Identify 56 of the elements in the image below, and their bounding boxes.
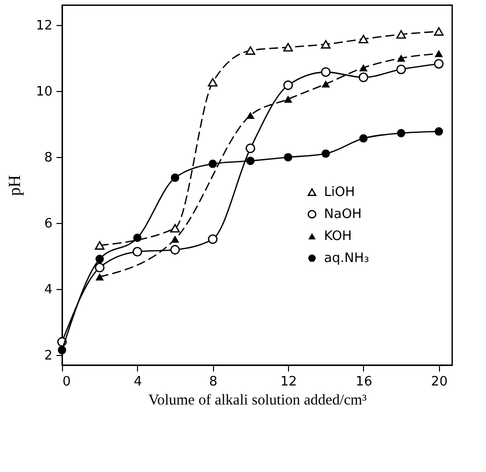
x-axis-title: Volume of alkali solution added/cm³ bbox=[148, 392, 368, 408]
point bbox=[434, 50, 443, 58]
x-tick-label: 12 bbox=[280, 374, 297, 390]
point bbox=[246, 46, 256, 55]
point bbox=[283, 80, 293, 90]
x-tick-label: 16 bbox=[356, 374, 372, 390]
point bbox=[208, 160, 217, 168]
point bbox=[322, 80, 330, 88]
point bbox=[170, 174, 180, 182]
y-axis-title: pH bbox=[4, 175, 24, 196]
point bbox=[208, 234, 218, 244]
y-tick-label: 4 bbox=[44, 282, 52, 298]
point bbox=[246, 156, 255, 166]
y-tick-label: 6 bbox=[44, 216, 52, 232]
point bbox=[320, 67, 331, 77]
point bbox=[133, 234, 142, 242]
point bbox=[396, 128, 406, 138]
point bbox=[284, 153, 292, 162]
point bbox=[96, 273, 104, 280]
point bbox=[434, 27, 444, 36]
point bbox=[170, 236, 180, 243]
point bbox=[284, 96, 292, 103]
point bbox=[358, 72, 368, 82]
point bbox=[132, 246, 142, 257]
y-tick-label: 12 bbox=[36, 18, 52, 34]
point bbox=[320, 40, 331, 49]
point bbox=[396, 30, 406, 39]
x-tick-label: 20 bbox=[431, 374, 448, 390]
point bbox=[359, 134, 368, 143]
x-tick-label: 4 bbox=[134, 374, 142, 390]
point bbox=[322, 149, 330, 158]
y-tick-label: 8 bbox=[44, 150, 52, 166]
point bbox=[396, 64, 406, 74]
point bbox=[396, 54, 406, 62]
point bbox=[246, 112, 255, 119]
legend-label: LiOH bbox=[324, 185, 355, 200]
legend-label: KOH bbox=[324, 229, 352, 244]
point bbox=[246, 144, 256, 154]
point bbox=[358, 34, 368, 44]
y-tick-label: 2 bbox=[44, 348, 52, 364]
y-tick-label: 10 bbox=[36, 84, 52, 100]
point bbox=[58, 346, 66, 354]
legend-label: aq.NH₃ bbox=[324, 251, 370, 266]
point bbox=[94, 262, 105, 272]
point bbox=[96, 254, 104, 264]
point bbox=[170, 244, 180, 255]
x-tick-label: 0 bbox=[62, 374, 71, 390]
point bbox=[170, 224, 180, 233]
point bbox=[359, 64, 368, 72]
point bbox=[434, 58, 444, 69]
point bbox=[208, 78, 218, 87]
point bbox=[94, 241, 105, 250]
legend-label: NaOH bbox=[324, 207, 362, 222]
x-tick-label: 8 bbox=[209, 374, 218, 390]
point bbox=[283, 43, 293, 52]
point bbox=[434, 127, 443, 136]
